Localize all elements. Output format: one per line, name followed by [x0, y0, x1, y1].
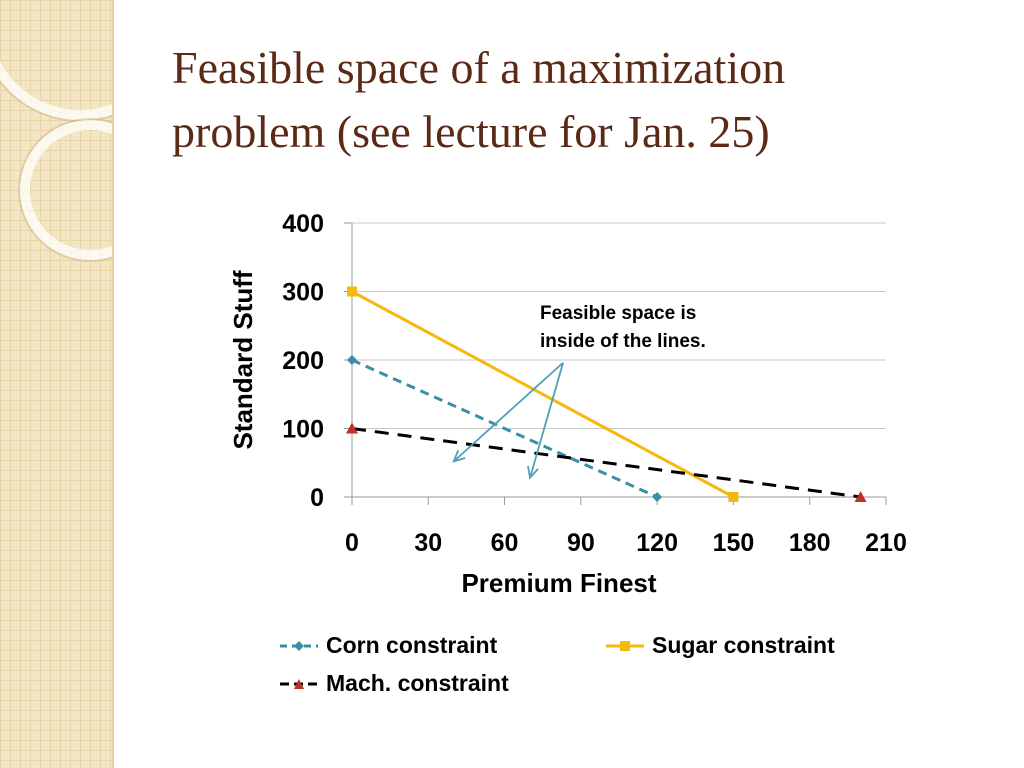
decorative-ring-middle	[20, 120, 112, 260]
x-tick-label-90: 90	[567, 529, 595, 557]
legend-label-mach: Mach. constraint	[326, 670, 509, 696]
x-tick-label-60: 60	[491, 529, 519, 557]
corn-point-0	[347, 355, 357, 365]
x-tick-label-120: 120	[636, 529, 678, 557]
legend-item-sugar: Sugar constraint	[604, 632, 835, 659]
legend-item-corn: Corn constraint	[278, 632, 497, 659]
decorative-sidebar	[0, 0, 114, 768]
annotation-arrow-0	[453, 362, 564, 463]
annotation-arrow-1	[529, 362, 564, 479]
y-tick-label-400: 400	[282, 210, 324, 238]
annotation-arrowhead-0	[452, 449, 466, 463]
slide-title-line-1: Feasible space of a maximization	[172, 42, 786, 93]
y-tick-label-200: 200	[282, 347, 324, 375]
annotation-arrowhead-1	[527, 465, 539, 480]
y-tick-label-300: 300	[282, 279, 324, 307]
slide-title: Feasible space of a maximization problem…	[172, 36, 972, 164]
sugar-legend-swatch	[606, 640, 644, 651]
sugar-point-1	[728, 492, 739, 502]
y-tick-label-100: 100	[282, 416, 324, 444]
y-axis-title: Standard Stuff	[228, 270, 258, 449]
corn-constraint-line	[351, 358, 658, 499]
y-tick-label-0: 0	[310, 484, 324, 512]
mach-constraint-line	[351, 427, 861, 499]
mach-point-1	[854, 491, 867, 502]
corn-legend-swatch	[280, 640, 318, 651]
x-tick-label-0: 0	[345, 529, 359, 557]
corn-point-1	[652, 492, 663, 502]
x-tick-label-150: 150	[713, 529, 755, 557]
x-tick-label-210: 210	[865, 529, 907, 557]
decorative-ring-top	[0, 0, 112, 120]
mach-legend-swatch	[280, 678, 318, 689]
legend-item-mach: Mach. constraint	[278, 670, 509, 697]
sugar-constraint-line	[351, 290, 735, 499]
sugar-point-0	[347, 286, 357, 297]
x-tick-label-30: 30	[414, 529, 442, 557]
x-tick-label-180: 180	[789, 529, 831, 557]
x-axis-title: Premium Finest	[461, 568, 656, 598]
slide-title-line-2: problem (see lecture for Jan. 25)	[172, 106, 770, 157]
mach-point-0	[346, 422, 358, 434]
chart-legend: Corn constraint Sugar constraint Mach. c…	[278, 628, 898, 708]
legend-label-sugar: Sugar constraint	[652, 632, 835, 658]
annotation-line-1: Feasible space is	[540, 303, 697, 324]
annotation-line-2: inside of the lines.	[540, 331, 706, 352]
legend-label-corn: Corn constraint	[326, 632, 498, 658]
feasible-space-annotation: Feasible space is inside of the lines.	[540, 300, 770, 356]
